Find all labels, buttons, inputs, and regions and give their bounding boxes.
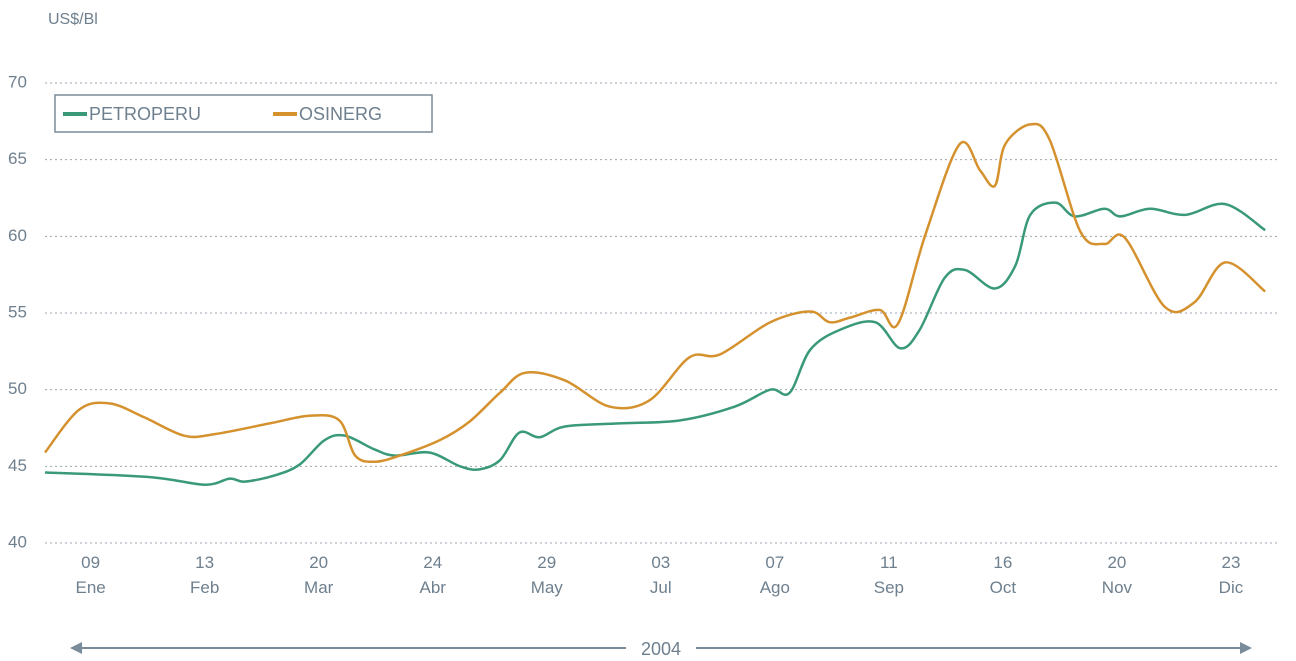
x-tick-label: 13 Feb	[189, 553, 220, 597]
x-tick-label: 23 Dic	[1218, 553, 1244, 597]
x-tick-label: 24 Abr	[419, 553, 446, 597]
y-tick-label: 70	[8, 72, 27, 91]
x-tick-label: 03 Jul	[649, 553, 672, 597]
x-tick-label: 29 May	[530, 553, 563, 597]
x-tick-label: 11 Sep	[873, 553, 904, 597]
series-line	[44, 201, 1266, 486]
x-tick-label: 20 Nov	[1101, 553, 1133, 597]
x-tick-label: 16 Oct	[989, 553, 1017, 597]
y-tick-label: 55	[8, 302, 27, 321]
legend-label: OSINERG	[299, 104, 382, 124]
series-line	[44, 122, 1266, 464]
x-tick-label: 20 Mar	[304, 553, 334, 597]
x-axis-label: 2004	[641, 639, 681, 659]
y-tick-label: 50	[8, 379, 27, 398]
y-tick-label: 60	[8, 226, 27, 245]
x-tick-label: 07 Ago	[759, 553, 790, 597]
legend-box	[54, 94, 433, 133]
x-tick-label: 09 Ene	[75, 553, 106, 597]
y-axis-label: US$/Bl	[48, 11, 98, 28]
y-tick-label: 40	[8, 532, 27, 551]
y-tick-label: 45	[8, 456, 27, 475]
y-tick-label: 65	[8, 149, 27, 168]
label-bg	[626, 636, 696, 660]
legend-label: PETROPERU	[89, 104, 201, 124]
